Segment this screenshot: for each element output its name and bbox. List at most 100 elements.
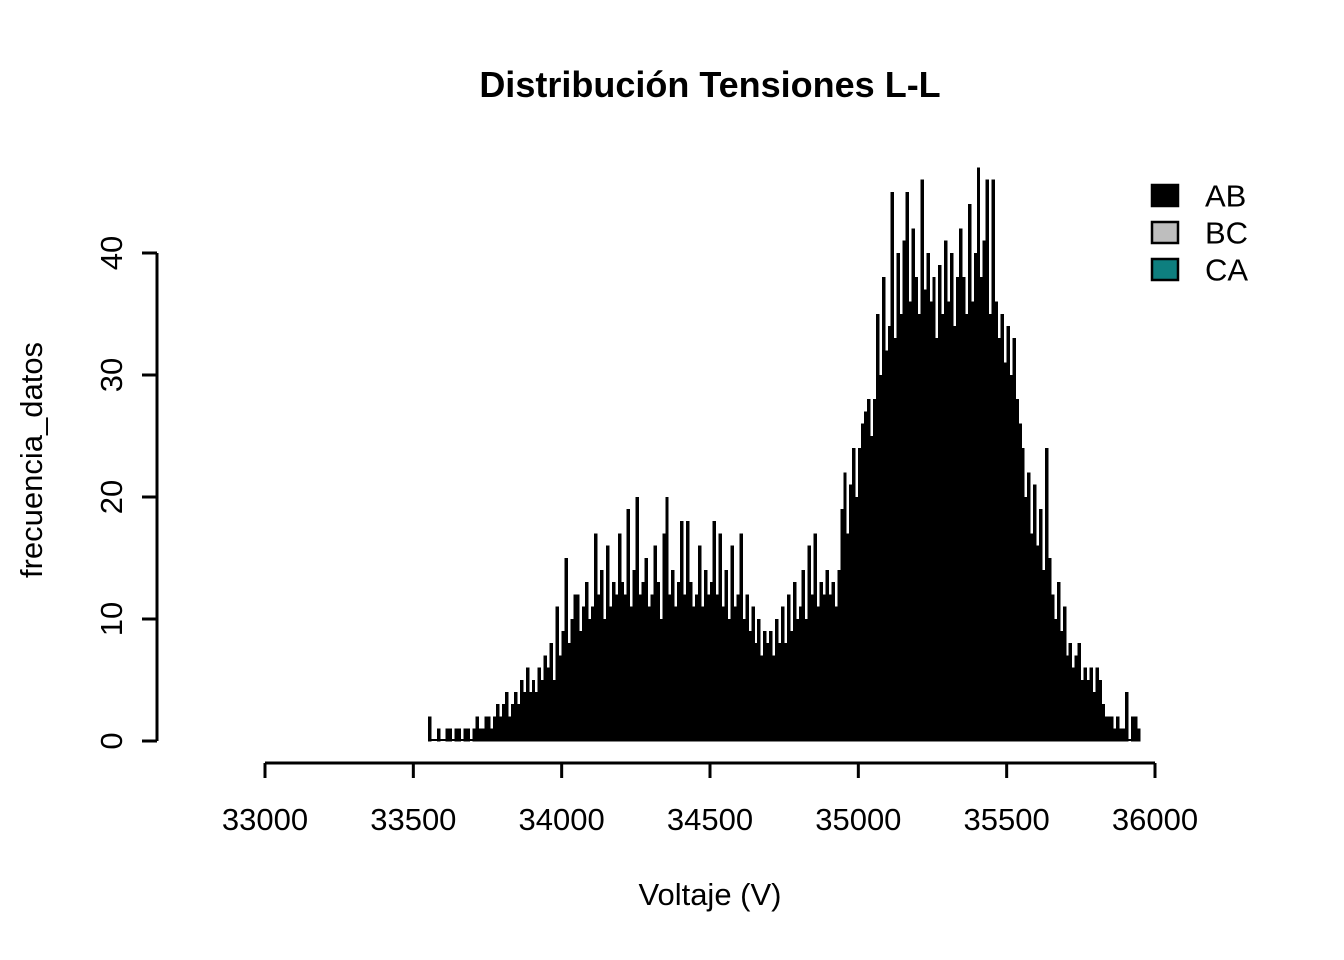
histogram-bar — [510, 704, 515, 742]
histogram-bar — [920, 179, 924, 742]
histogram-bar — [1065, 655, 1070, 742]
histogram-bar — [792, 582, 797, 742]
histogram-bar — [585, 582, 589, 742]
histogram-bar — [537, 667, 542, 742]
histogram-bar — [1024, 496, 1028, 742]
histogram-bar — [496, 704, 500, 742]
histogram-bar — [964, 313, 969, 742]
histogram-bar — [843, 472, 847, 742]
histogram-bar — [656, 582, 660, 742]
histogram-bar — [543, 655, 548, 742]
histogram-bar — [1047, 557, 1052, 742]
histogram-bar — [632, 569, 637, 742]
histogram-bar — [801, 569, 806, 742]
histogram-bar — [840, 508, 844, 742]
histogram-bar — [855, 496, 859, 742]
histogram-bar — [712, 521, 717, 742]
histogram-bar — [866, 399, 871, 742]
legend-swatch-ab — [1150, 183, 1180, 208]
histogram-bar — [516, 704, 521, 742]
histogram-bar — [546, 667, 551, 742]
histogram-bar — [1107, 716, 1111, 742]
histogram-bar — [1071, 667, 1076, 742]
histogram-bar — [588, 618, 592, 742]
histogram-bar — [896, 252, 901, 742]
histogram-bar — [1056, 582, 1061, 742]
histogram-bar — [608, 606, 613, 742]
histogram-bar — [1036, 545, 1040, 742]
histogram-bar — [644, 557, 648, 742]
histogram-bar — [1095, 667, 1099, 742]
histogram-bar — [935, 338, 939, 742]
y-tick-label: 40 — [94, 236, 129, 270]
histogram-bar — [650, 594, 654, 742]
histogram-bar — [852, 447, 856, 742]
histogram-bar — [875, 313, 880, 742]
histogram-bar — [739, 533, 743, 742]
histogram-bar — [763, 630, 767, 742]
histogram-bar — [1133, 716, 1138, 742]
y-tick-label: 10 — [94, 602, 129, 636]
histogram-bar — [1030, 533, 1034, 742]
histogram-bar — [534, 691, 539, 742]
histogram-bar — [834, 606, 838, 742]
histogram-bar — [508, 716, 512, 742]
histogram-bar — [1098, 679, 1102, 742]
histogram-bar — [487, 716, 491, 742]
histogram-bar — [988, 313, 993, 742]
histogram-bar — [902, 240, 907, 742]
histogram-bar — [549, 643, 554, 742]
histogram-bar — [772, 655, 776, 742]
histogram-bar — [1074, 655, 1079, 742]
histogram-bar — [505, 691, 509, 742]
histogram-bar — [635, 496, 640, 742]
histogram-bar — [665, 496, 669, 742]
histogram-bar — [780, 606, 785, 742]
histogram-bar — [881, 277, 886, 742]
histogram-bar — [967, 203, 972, 742]
histogram-bar — [926, 252, 930, 742]
histogram-bar — [525, 667, 530, 742]
histogram-bar — [958, 228, 963, 742]
histogram-bar — [745, 594, 749, 742]
chart-title: Distribución Tensiones L-L — [479, 64, 940, 105]
x-tick-label: 33000 — [222, 802, 308, 837]
histogram-bar — [475, 716, 479, 742]
histogram-bar — [1050, 594, 1055, 742]
histogram-bar — [754, 643, 758, 742]
histogram-bar — [748, 630, 752, 742]
histogram-bar — [751, 606, 755, 742]
histogram-bar — [1003, 362, 1007, 742]
histogram-bar — [680, 521, 684, 742]
histogram-bar — [893, 338, 898, 742]
histogram-bar — [576, 594, 580, 742]
x-tick-label: 35000 — [815, 802, 901, 837]
histogram-bar — [697, 545, 702, 742]
histogram-bar — [718, 533, 723, 742]
histogram-bar — [591, 606, 595, 742]
histogram-bar — [884, 350, 889, 742]
x-axis-ticks: 33000 33500 34000 34500 35000 35500 36000 — [222, 763, 1198, 837]
histogram-bar — [602, 618, 607, 742]
histogram-bar — [890, 191, 895, 742]
histogram-bar — [594, 533, 598, 742]
histogram-bar — [994, 301, 999, 742]
histogram-bar — [493, 716, 497, 742]
histogram-bar — [1039, 508, 1043, 742]
histogram-bar — [905, 191, 910, 742]
histogram-bar — [721, 606, 726, 742]
histogram-bar — [923, 289, 927, 742]
histogram-bar — [864, 411, 868, 742]
histogram-bar — [1086, 679, 1090, 742]
x-tick-label: 35500 — [964, 802, 1050, 837]
legend-swatch-ca — [1150, 257, 1180, 282]
x-axis: 33000 33500 34000 34500 35000 35500 36000 — [222, 761, 1198, 837]
histogram-bar — [1089, 667, 1093, 742]
histogram-bar — [623, 594, 628, 742]
histogram-bar — [540, 679, 545, 742]
histogram-bar — [1125, 691, 1129, 742]
histogram-bar — [706, 594, 711, 742]
histogram-bar — [786, 594, 791, 742]
histogram-bar — [961, 277, 966, 742]
histogram-bar — [605, 545, 610, 742]
